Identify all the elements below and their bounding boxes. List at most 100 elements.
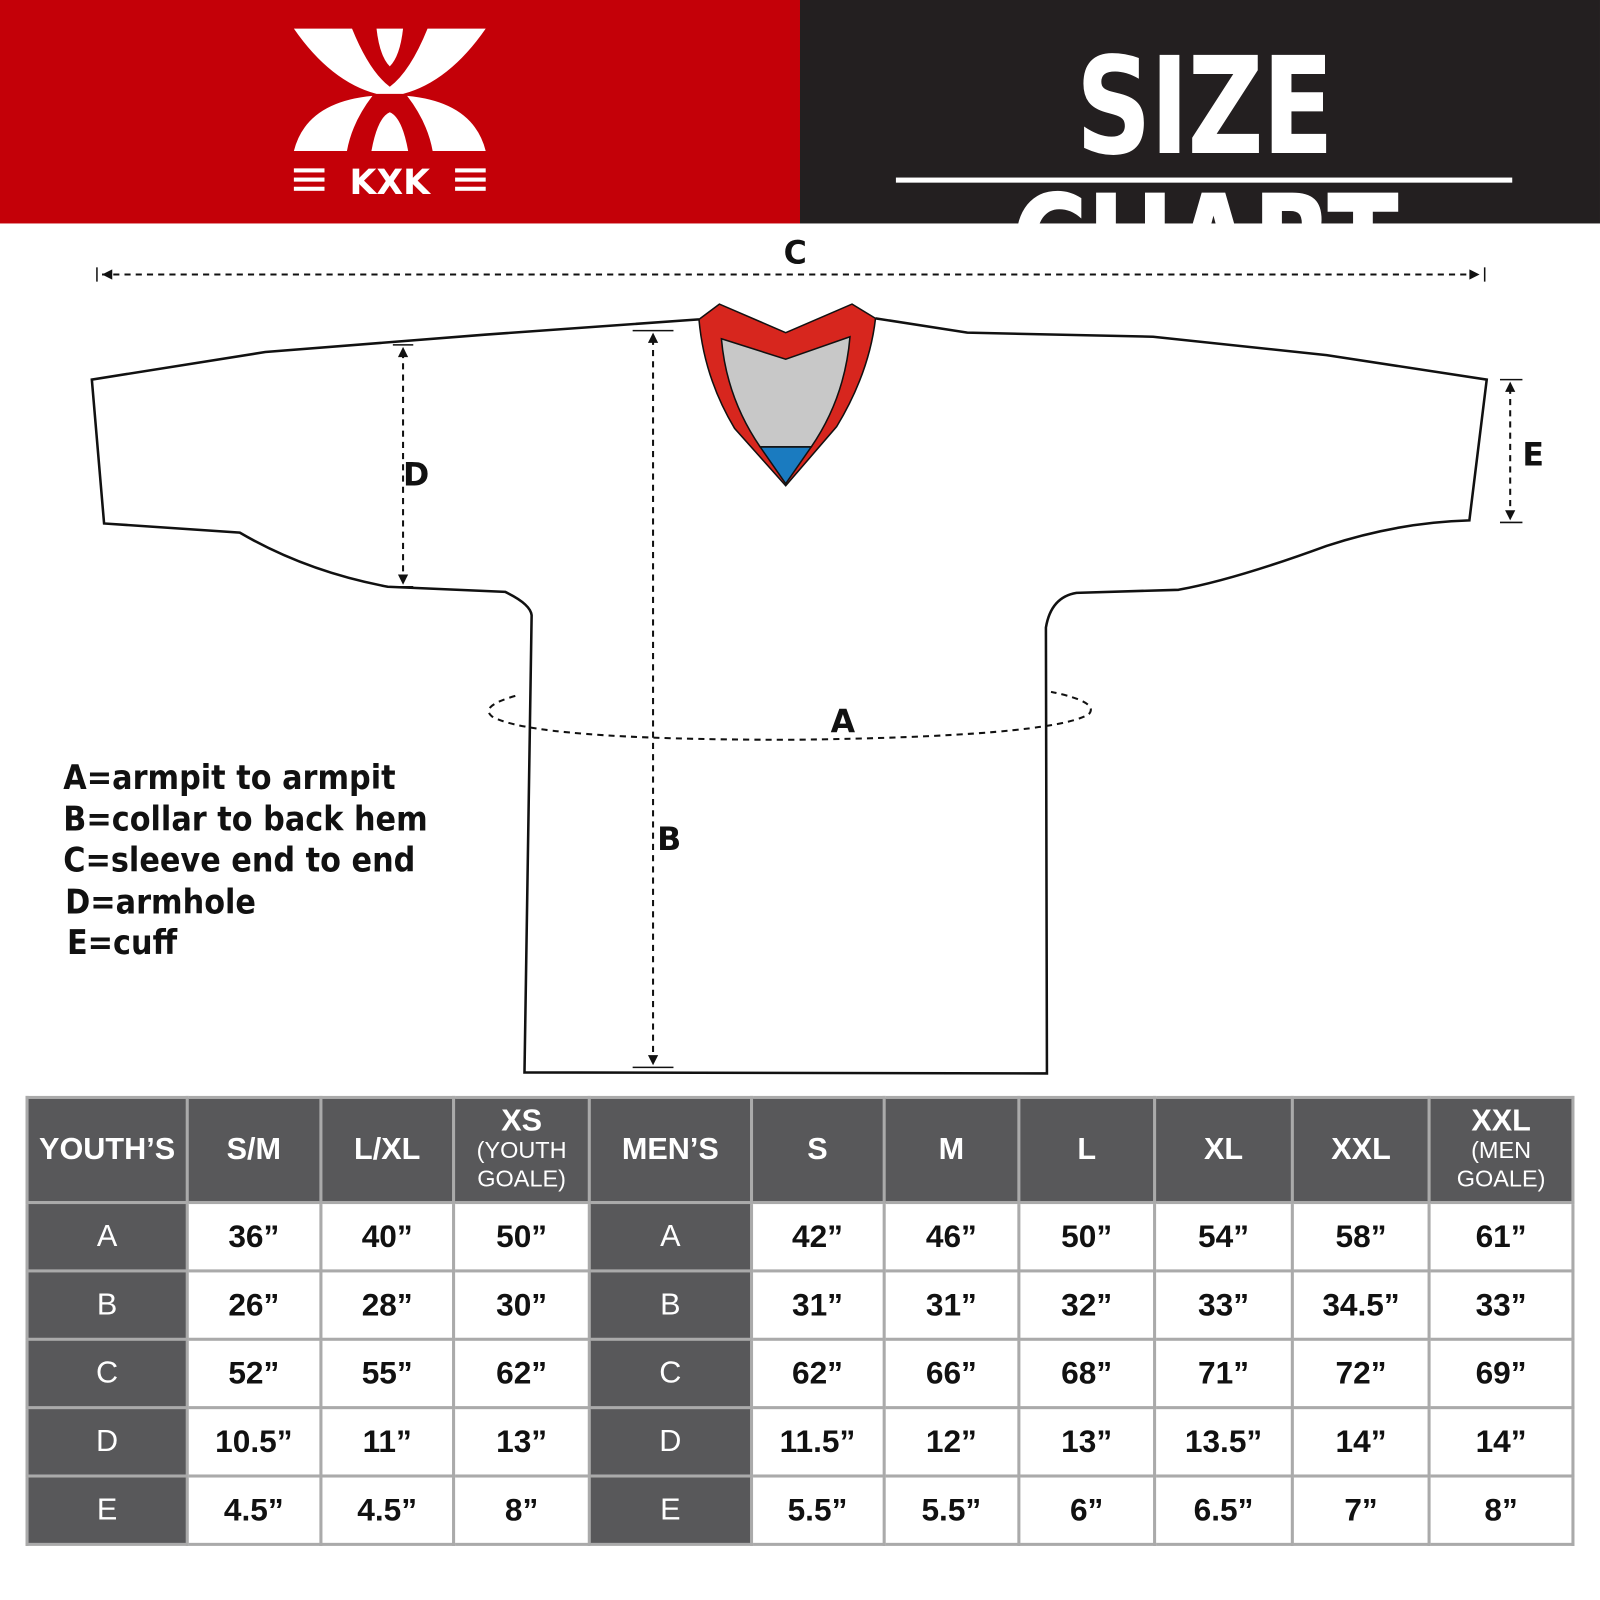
size-header: XXL (MEN GOALE) — [1427, 1095, 1575, 1205]
legend-item: C=sleeve end to end — [63, 839, 416, 880]
header-sublabel: (MEN GOALE) — [1456, 1136, 1546, 1192]
title-bar — [799, 0, 1600, 224]
measurement-cell: 5.5” — [882, 1474, 1021, 1546]
measurement-cell: 33” — [1427, 1269, 1575, 1341]
measurement-cell: 14” — [1291, 1406, 1431, 1478]
size-table: YOUTH’S S/M L/XL XS (YOUTH GOALE) MEN’S S M L XL X… — [25, 1095, 1575, 1546]
measurement-cell: 14” — [1427, 1406, 1575, 1478]
measurement-cell: 55” — [319, 1337, 456, 1410]
row-label: A — [25, 1201, 189, 1273]
table-row: A 36” 40” 50” A 42” 46” 50” 54” 58” 61” — [25, 1201, 1575, 1273]
measurement-cell: 6.5” — [1152, 1474, 1295, 1546]
measurement-cell: 12” — [882, 1406, 1021, 1478]
measurement-cell: 68” — [1017, 1337, 1156, 1410]
measurement-cell: 33” — [1152, 1269, 1295, 1341]
label-e: E — [1522, 436, 1545, 474]
title-underline — [895, 177, 1513, 183]
measurement-cell: 13” — [1017, 1406, 1156, 1478]
header-label: MEN’S — [621, 1132, 719, 1167]
size-header: XXL — [1291, 1095, 1431, 1205]
measurement-cell: 46” — [882, 1201, 1021, 1273]
table-header-row: YOUTH’S S/M L/XL XS (YOUTH GOALE) MEN’S S M L XL X… — [25, 1095, 1575, 1205]
measurement-cell: 4.5” — [319, 1474, 456, 1546]
size-header: L — [1017, 1095, 1156, 1205]
legend-item: B=collar to back hem — [63, 798, 428, 839]
header-label: L — [1077, 1132, 1097, 1167]
measurement-cell: 4.5” — [185, 1474, 323, 1546]
measurement-cell: 31” — [749, 1269, 886, 1341]
measurement-cell: 7” — [1291, 1474, 1431, 1546]
measurement-cell: 62” — [749, 1337, 886, 1410]
measurement-cell: 32” — [1017, 1269, 1156, 1341]
measurement-cell: 58” — [1291, 1201, 1431, 1273]
table-row: C 52” 55” 62” C 62” 66” 68” 71” 72” 69” — [25, 1337, 1575, 1410]
table-row: D 10.5” 11” 13” D 11.5” 12” 13” 13.5” 14” 14” — [25, 1406, 1575, 1478]
measurement-cell: 11.5” — [749, 1406, 886, 1478]
measurement-cell: 8” — [1427, 1474, 1575, 1546]
row-label: E — [25, 1474, 189, 1546]
label-d: D — [403, 457, 430, 494]
size-header: L/XL — [319, 1095, 456, 1205]
header-label: XS — [501, 1104, 543, 1138]
measurement-cell: 50” — [1017, 1201, 1156, 1273]
measurement-cell: 6” — [1017, 1474, 1156, 1546]
row-label: D — [587, 1406, 753, 1478]
measurement-cell: 11” — [319, 1406, 456, 1478]
measurement-cell: 40” — [319, 1201, 456, 1273]
label-c: C — [783, 234, 807, 272]
measurement-cell: 30” — [452, 1269, 591, 1341]
youth-header: YOUTH’S — [25, 1095, 189, 1205]
measurement-legend: A=armpit to armpit B=collar to back hem … — [63, 757, 427, 964]
measurement-cell: 8” — [452, 1474, 591, 1546]
measurement-cell: 36” — [185, 1201, 323, 1273]
row-label: C — [25, 1337, 189, 1410]
measurement-cell: 61” — [1427, 1201, 1575, 1273]
size-header: M — [882, 1095, 1021, 1205]
measurement-cell: 5.5” — [749, 1474, 886, 1546]
measurement-cell: 69” — [1427, 1337, 1575, 1410]
header-label: L/XL — [354, 1132, 421, 1167]
row-label: D — [25, 1406, 189, 1478]
measurement-cell: 31” — [882, 1269, 1021, 1341]
measurement-cell: 28” — [319, 1269, 456, 1341]
header-label: YOUTH’S — [39, 1132, 176, 1167]
size-header: XL — [1152, 1095, 1295, 1205]
size-header: XS (YOUTH GOALE) — [452, 1095, 591, 1205]
row-label: A — [587, 1201, 753, 1273]
row-label: C — [587, 1337, 753, 1410]
legend-item: D=armhole — [65, 881, 256, 921]
page-title: SIZE CHART — [1010, 28, 1399, 324]
measurement-cell: 54” — [1152, 1201, 1295, 1273]
table-row: B 26” 28” 30” B 31” 31” 32” 33” 34.5” 33” — [25, 1269, 1575, 1341]
header-label: S — [807, 1132, 828, 1167]
measurement-cell: 50” — [452, 1201, 591, 1273]
measurement-cell: 26” — [185, 1269, 323, 1341]
measurement-cell: 62” — [452, 1337, 591, 1410]
size-header: S/M — [185, 1095, 323, 1205]
size-header: S — [749, 1095, 886, 1205]
measurement-cell: 72” — [1291, 1337, 1431, 1410]
brand-header: KXK — [0, 0, 800, 224]
legend-item: E=cuff — [66, 922, 178, 963]
measurement-cell: 34.5” — [1291, 1269, 1431, 1341]
measurement-cell: 13” — [452, 1406, 591, 1478]
legend-item: A=armpit to armpit — [63, 757, 396, 797]
svg-text:KXK: KXK — [350, 163, 432, 203]
row-label: E — [587, 1474, 753, 1546]
table-row: E 4.5” 4.5” 8” E 5.5” 5.5” 6” 6.5” 7” 8” — [25, 1474, 1575, 1546]
men-header: MEN’S — [587, 1095, 753, 1205]
jersey-diagram — [90, 267, 1523, 1075]
header-label: M — [938, 1132, 965, 1167]
kxk-logo: KXK — [293, 28, 486, 203]
row-label: B — [587, 1269, 753, 1341]
header-label: XXL — [1331, 1132, 1391, 1167]
header-label: S/M — [226, 1132, 282, 1167]
measurement-cell: 13.5” — [1152, 1406, 1295, 1478]
measurement-cell: 52” — [185, 1337, 323, 1410]
label-a: A — [830, 704, 856, 741]
label-b: B — [657, 821, 682, 859]
header-label: XXL — [1471, 1104, 1531, 1138]
header-sublabel: (YOUTH GOALE) — [476, 1136, 567, 1192]
measurement-cell: 71” — [1152, 1337, 1295, 1410]
header-label: XL — [1203, 1132, 1244, 1167]
